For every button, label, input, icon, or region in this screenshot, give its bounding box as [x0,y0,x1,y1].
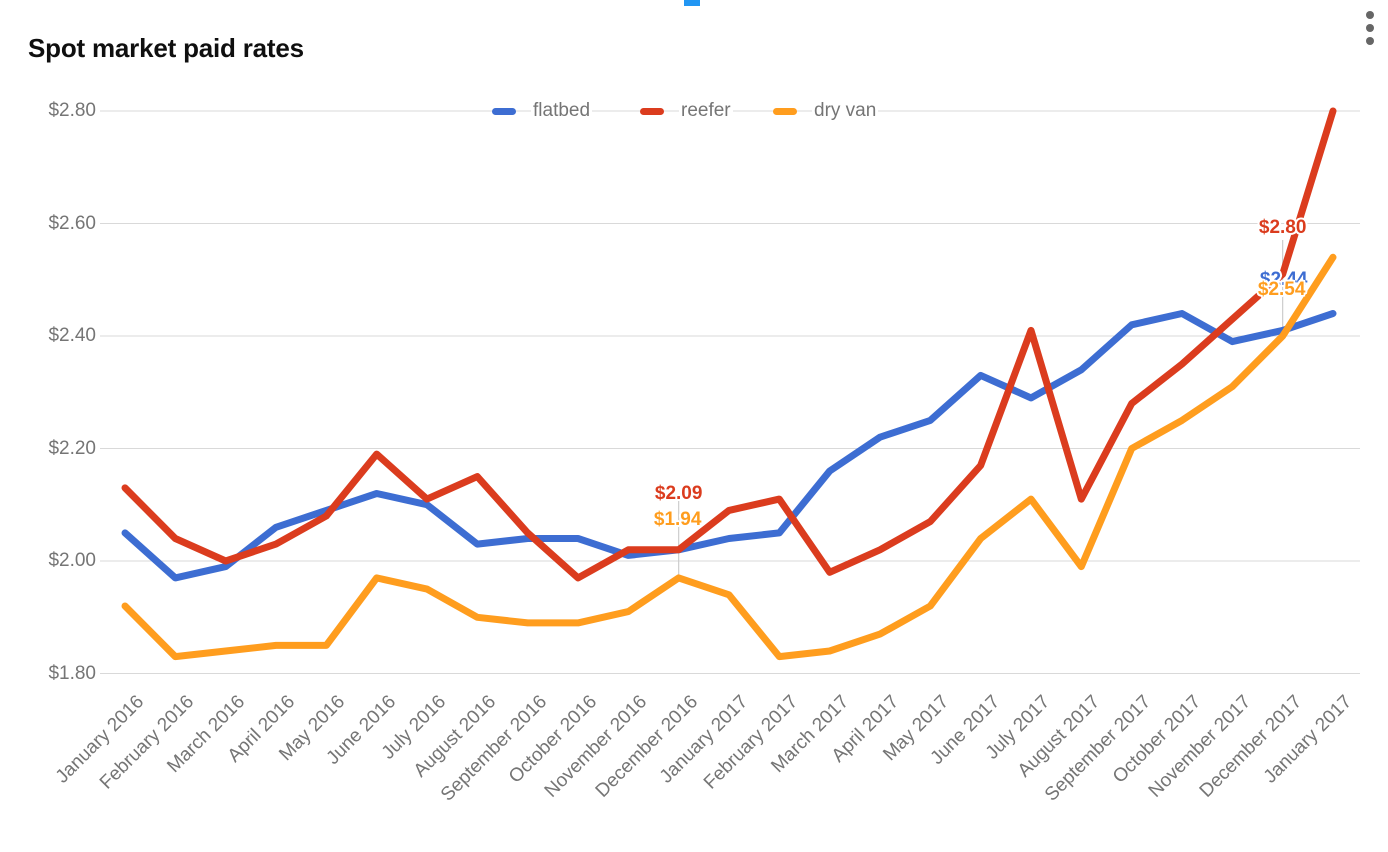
series-line-reefer[interactable] [121,107,1337,582]
selection-highlight-fragment [684,0,700,6]
legend-label: dry van [812,100,879,122]
legend-swatch [773,107,797,115]
legend-label: flatbed [531,100,593,122]
y-axis-tick-label: $2.80 [48,100,96,121]
annotation-label-reefer: $2.09 [654,483,703,504]
annotation-label-dry-van: $2.54 [1257,279,1306,300]
series-line-dry-van[interactable] [121,253,1337,661]
annotation-label-reefer: $2.80 [1258,217,1307,238]
chart-title: Spot market paid rates [28,33,304,63]
kebab-dot [1366,37,1374,45]
legend-swatch [492,107,516,115]
y-axis-tick-label: $2.60 [48,212,96,234]
legend-item-dry-van[interactable]: dry van [773,98,879,124]
series-line-flatbed[interactable] [121,310,1337,582]
legend-item-flatbed[interactable]: flatbed [492,98,593,124]
annotation-label-flatbed: $2.44 [1259,269,1308,290]
legend-item-reefer[interactable]: reefer [640,98,733,124]
y-axis-tick-label: $2.00 [48,550,96,571]
legend-swatch [640,107,664,115]
kebab-dot [1366,24,1374,32]
y-axis-tick-label: $2.20 [48,437,96,459]
legend-label: reefer [679,100,733,122]
y-axis-tick-label: $1.80 [48,662,96,684]
more-options-icon[interactable] [1366,11,1376,50]
y-axis-tick-label: $2.40 [48,325,96,346]
kebab-dot [1366,11,1374,19]
annotation-label-dry-van: $1.94 [653,509,702,530]
